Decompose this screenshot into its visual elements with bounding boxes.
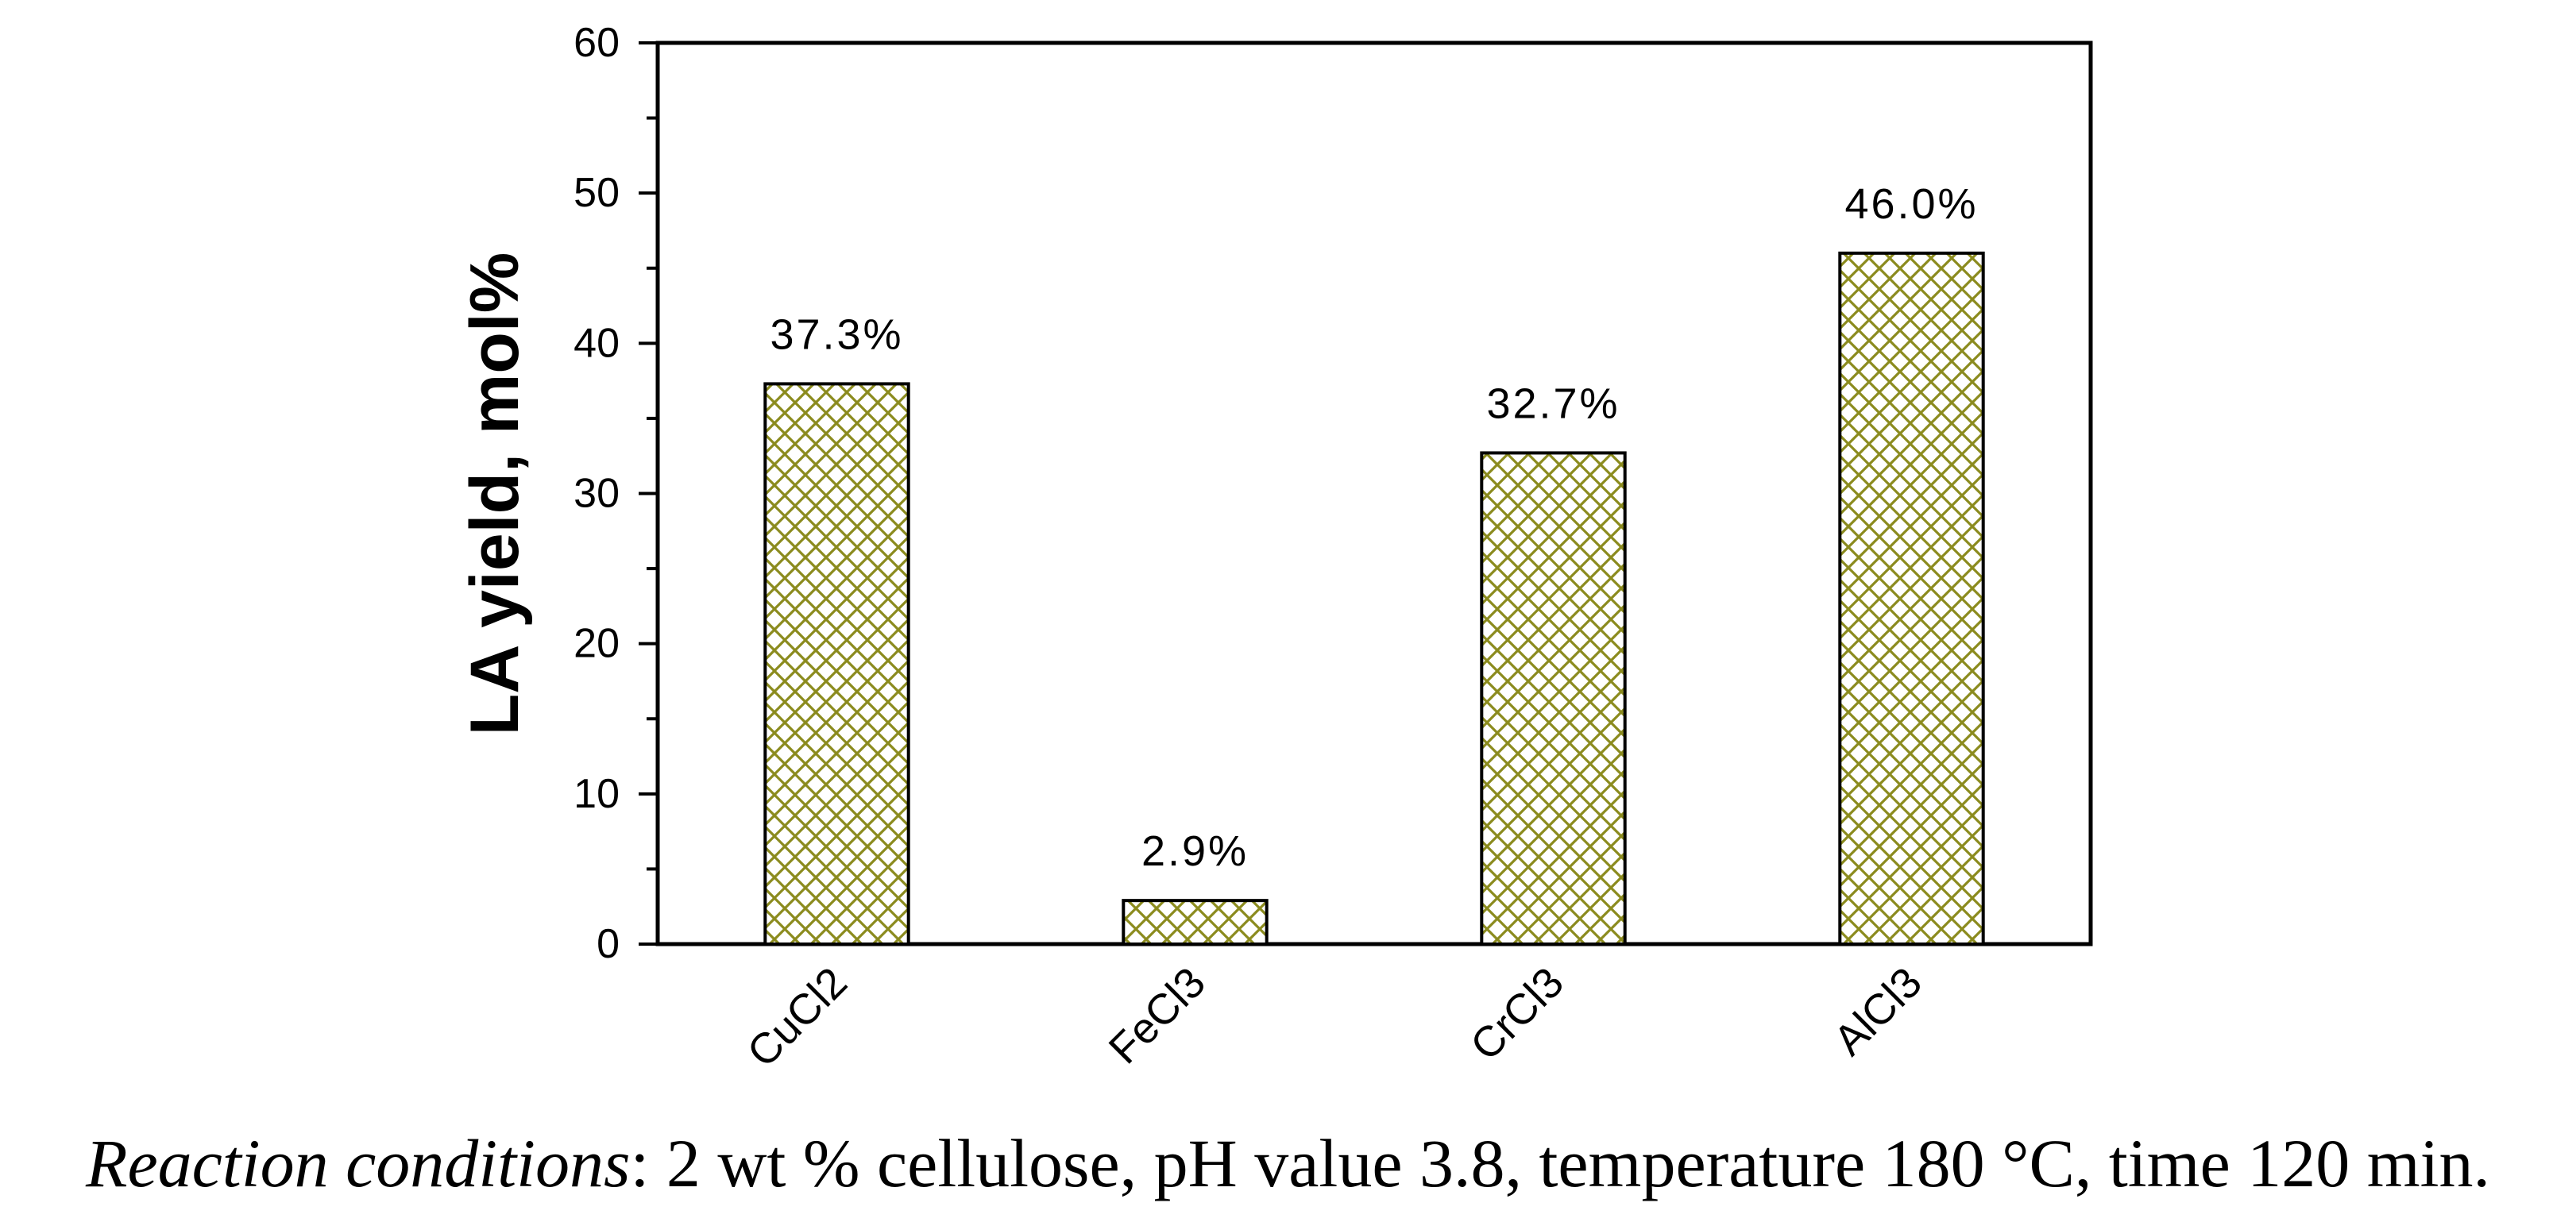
y-tick-label: 60 (574, 20, 620, 66)
caption-text: : 2 wt % cellulose, pH value 3.8, temper… (630, 1125, 2491, 1201)
bars-group (763, 251, 1985, 946)
data-label-crcl3: 32.7% (1486, 380, 1620, 427)
data-label-fecl3: 2.9% (1141, 827, 1249, 875)
x-tick-label-crcl3: CrCl3 (1462, 958, 1573, 1070)
y-tick-label: 20 (574, 621, 620, 667)
bar-alcl3 (1838, 251, 1985, 946)
bar-crcl3 (1480, 451, 1627, 946)
x-axis: CuCl2 FeCl3 CrCl3 AlCl3 (738, 958, 1931, 1077)
x-tick-label-fecl3: FeCl3 (1100, 958, 1215, 1073)
data-label-cucl2: 37.3% (770, 310, 903, 358)
y-tick-label: 0 (597, 921, 620, 967)
data-labels-group: 37.3% 2.9% 32.7% 46.0% (770, 180, 1978, 875)
caption: Reaction conditions: 2 wt % cellulose, p… (0, 1124, 2576, 1203)
y-tick-label: 40 (574, 320, 620, 366)
y-tick-label: 10 (574, 771, 620, 817)
bar-fecl3 (1122, 899, 1269, 946)
x-tick-label-alcl3: AlCl3 (1825, 958, 1931, 1065)
y-axis: 0 10 20 30 40 50 60 (574, 20, 658, 967)
y-tick-label: 30 (574, 471, 620, 517)
caption-lead: Reaction conditions (85, 1125, 631, 1201)
y-tick-label: 50 (574, 170, 620, 216)
x-tick-label-cucl2: CuCl2 (738, 958, 856, 1077)
data-label-alcl3: 46.0% (1844, 180, 1978, 228)
bar-cucl2 (763, 382, 910, 946)
y-axis-label: LA yield, mol% (457, 252, 533, 735)
